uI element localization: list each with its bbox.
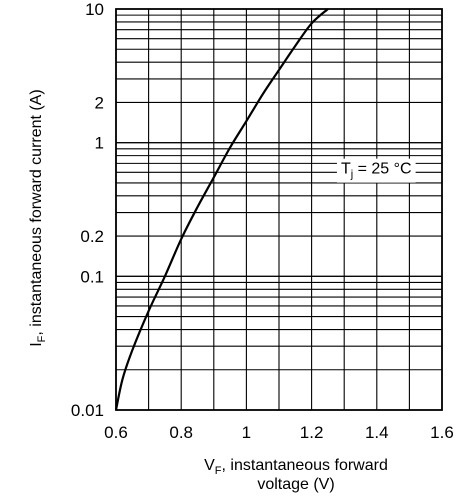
x-axis-label-line2: voltage (V) bbox=[257, 476, 334, 493]
x-tick-labels: 0.6 0.8 1 1.2 1.4 1.6 bbox=[104, 423, 454, 442]
plot-frame bbox=[115, 8, 443, 411]
y-tick-label: 0.2 bbox=[80, 227, 104, 246]
temperature-annotation: Tj = 25 °C bbox=[336, 158, 416, 183]
y-tick-label: 2 bbox=[95, 93, 104, 112]
temperature-annotation-text: Tj = 25 °C bbox=[341, 161, 412, 181]
x-tick-label: 1.6 bbox=[430, 423, 454, 442]
y-tick-label: 10 bbox=[85, 0, 104, 19]
x-tick-label: 1.4 bbox=[365, 423, 389, 442]
y-tick-label: 0.1 bbox=[80, 267, 104, 286]
x-tick-label: 1 bbox=[242, 423, 251, 442]
y-tick-labels: 0.01 0.1 0.2 1 2 10 bbox=[71, 0, 104, 420]
forward-current-curve bbox=[114, 8, 329, 411]
x-tick-label: 0.8 bbox=[169, 423, 193, 442]
y-tick-label: 0.01 bbox=[71, 401, 104, 420]
y-axis-label: IF, instantaneous forward current (A) bbox=[28, 89, 48, 347]
x-tick-label: 0.6 bbox=[104, 423, 128, 442]
y-tick-label: 1 bbox=[95, 134, 104, 153]
x-tick-label: 1.2 bbox=[300, 423, 324, 442]
x-axis-label: VF, instantaneous forward bbox=[204, 457, 388, 477]
